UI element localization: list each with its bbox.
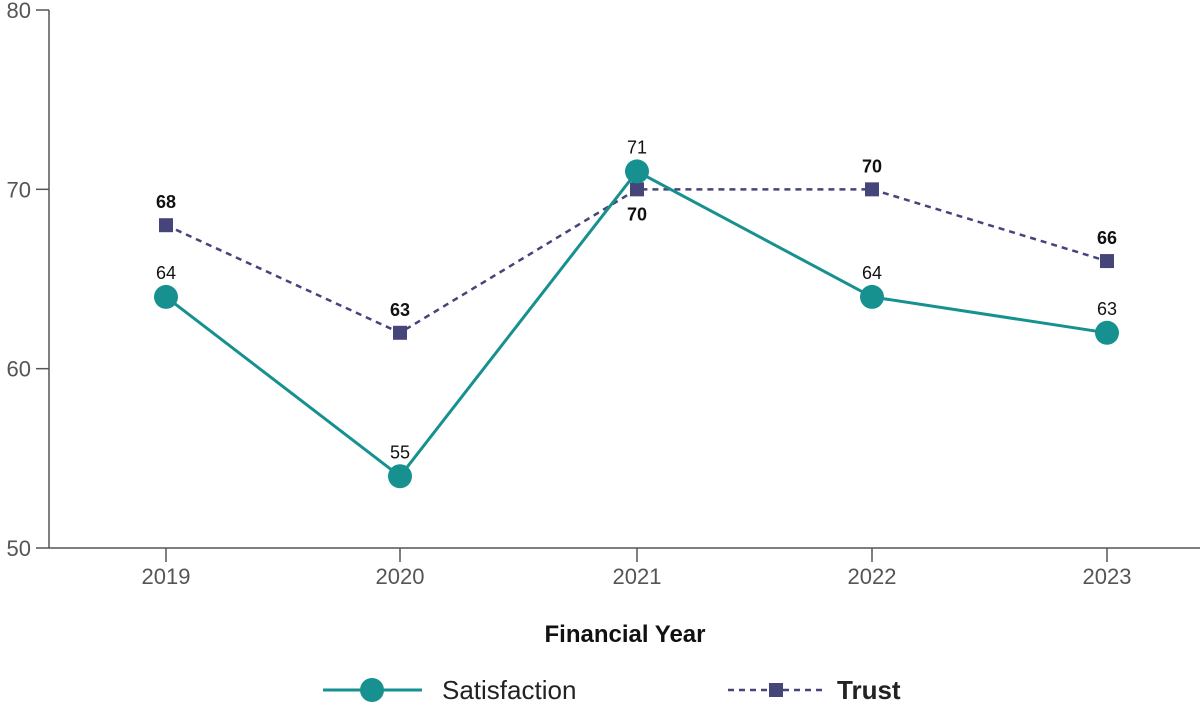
trust-point bbox=[630, 182, 644, 197]
x-tick-label: 2023 bbox=[1083, 564, 1132, 589]
series-layer bbox=[154, 159, 1119, 489]
y-tick-label: 80 bbox=[7, 0, 31, 23]
satisfaction-data-label: 71 bbox=[627, 137, 647, 157]
x-tick-label: 2020 bbox=[376, 564, 425, 589]
trust-point bbox=[393, 325, 407, 340]
trust-data-label: 66 bbox=[1097, 228, 1117, 248]
satisfaction-data-label: 55 bbox=[390, 442, 410, 462]
satisfaction-point bbox=[388, 464, 412, 489]
trust-point bbox=[1100, 254, 1114, 269]
y-tick-label: 70 bbox=[7, 177, 31, 202]
trust-point bbox=[159, 218, 173, 233]
satisfaction-data-label: 64 bbox=[156, 263, 176, 283]
x-tick-label: 2022 bbox=[848, 564, 897, 589]
legend-trust-marker bbox=[769, 683, 783, 697]
y-tick-label: 60 bbox=[7, 357, 31, 382]
legend-satisfaction-label: Satisfaction bbox=[442, 675, 576, 705]
trust-data-label: 68 bbox=[156, 192, 176, 212]
trust-data-label: 70 bbox=[862, 156, 882, 176]
legend-satisfaction-marker bbox=[360, 678, 384, 702]
series-satisfaction bbox=[154, 159, 1119, 489]
legend-trust-label: Trust bbox=[837, 675, 901, 705]
y-tick-label: 50 bbox=[7, 536, 31, 561]
x-axis-title: Financial Year bbox=[545, 621, 706, 648]
series-trust bbox=[159, 182, 1114, 340]
legend: Satisfaction Trust bbox=[323, 675, 901, 705]
x-tick-label: 2019 bbox=[142, 564, 191, 589]
trust-data-label: 70 bbox=[627, 204, 647, 224]
satisfaction-data-label: 64 bbox=[862, 263, 882, 283]
trust-point bbox=[865, 182, 879, 197]
trust-line bbox=[165, 188, 1108, 335]
y-ticks: 50 60 70 80 bbox=[7, 0, 49, 561]
satisfaction-point bbox=[625, 159, 649, 184]
data-labels: 64 55 71 64 63 68 63 70 70 66 bbox=[156, 137, 1117, 462]
x-tick-label: 2021 bbox=[613, 564, 662, 589]
satisfaction-point bbox=[860, 284, 884, 309]
satisfaction-data-label: 63 bbox=[1097, 299, 1117, 319]
chart-axes bbox=[48, 10, 1200, 549]
x-ticks: 2019 2020 2021 2022 2023 bbox=[142, 548, 1132, 589]
satisfaction-point bbox=[154, 284, 178, 309]
trust-data-label: 63 bbox=[390, 300, 410, 320]
satisfaction-point bbox=[1095, 320, 1119, 345]
